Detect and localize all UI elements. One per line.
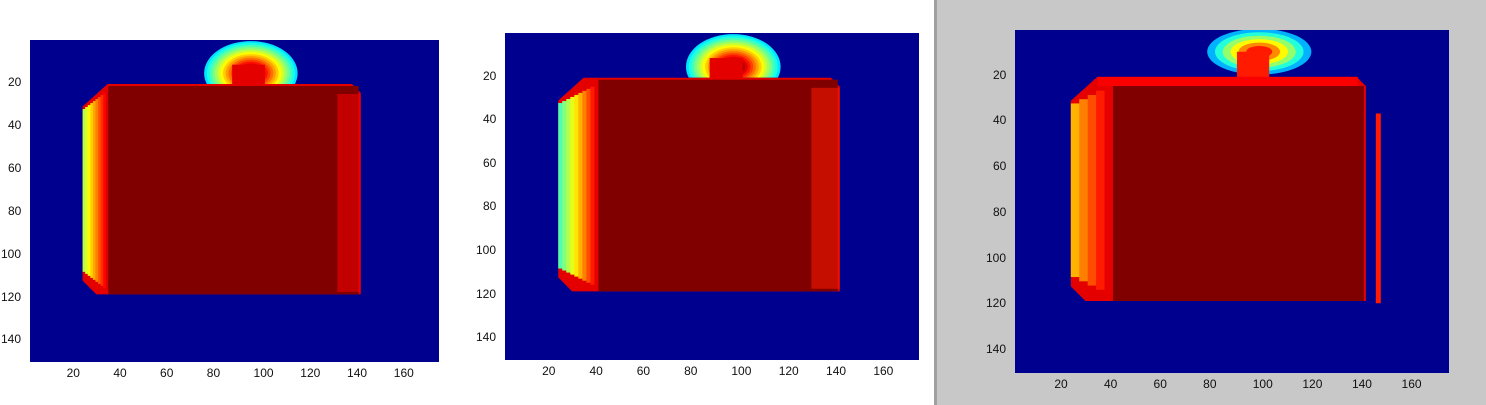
- x-tick-label: 120: [300, 366, 321, 380]
- left-edge-band: [82, 109, 86, 272]
- left-edge-band: [90, 103, 94, 278]
- left-edge-band: [85, 107, 89, 274]
- x-tick-label: 40: [1103, 377, 1118, 391]
- left-edge-band: [1096, 90, 1106, 290]
- x-tick-label: 20: [1054, 377, 1068, 391]
- y-tick-label: 100: [476, 242, 497, 257]
- x-tick-label: 60: [1153, 377, 1167, 391]
- y-tick-label: 60: [483, 155, 497, 170]
- y-tick-label: 40: [8, 117, 22, 132]
- x-tick-label: 140: [826, 364, 847, 378]
- y-tick-label: 60: [8, 160, 22, 175]
- left-edge-band: [566, 98, 571, 273]
- x-tick-label: 100: [731, 364, 752, 378]
- left-edge-band: [105, 91, 109, 290]
- left-edge-band: [582, 90, 587, 281]
- window-separator: [934, 0, 937, 405]
- left-edge-band: [1087, 94, 1097, 286]
- left-edge-band: [1070, 103, 1080, 278]
- x-tick-label: 20: [542, 364, 556, 378]
- y-tick-label: 100: [986, 250, 1007, 265]
- y-tick-label: 120: [986, 296, 1007, 311]
- left-edge-band: [100, 95, 104, 286]
- heatmap-canvas-3: [1015, 30, 1449, 373]
- right-edge-shade: [811, 87, 840, 289]
- left-edge-band: [1104, 86, 1114, 295]
- heatmap-canvas-2: [505, 33, 919, 360]
- y-tick-label: 60: [993, 159, 1007, 174]
- y-tick-label: 120: [476, 286, 497, 301]
- y-tick-label: 120: [1, 289, 22, 304]
- left-edge-band: [1079, 99, 1089, 282]
- y-tick-label: 80: [8, 203, 22, 218]
- figure-panel-2: 20 40 60 80 100 120 140 160 20 40 60 80 100 120 140: [468, 0, 934, 405]
- left-edge-band: [586, 88, 591, 283]
- body-core: [1112, 86, 1364, 301]
- x-tick-label: 140: [347, 366, 368, 380]
- cap-neck: [1236, 51, 1270, 78]
- left-edge-band: [103, 93, 107, 288]
- x-tick-label: 80: [206, 366, 221, 380]
- left-edge-band: [590, 86, 595, 285]
- left-edge-band: [87, 105, 91, 276]
- left-edge-band: [594, 84, 599, 287]
- y-tick-label: 140: [986, 341, 1007, 356]
- x-tick-label: 80: [1203, 377, 1217, 391]
- y-tick-label: 40: [993, 113, 1007, 128]
- figure-panel-3: 20 40 60 80 100 120 140 160 20 40 60 80 100 120 140: [937, 0, 1486, 405]
- right-edge-shade: [337, 94, 361, 292]
- body-core: [598, 79, 838, 292]
- x-tick-label: 120: [1302, 377, 1323, 391]
- y-tick-label: 20: [483, 68, 497, 83]
- right-stripe: [1375, 113, 1381, 304]
- x-tick-label: 160: [393, 366, 414, 380]
- left-edge-band: [558, 103, 563, 269]
- y-tick-label: 80: [483, 199, 497, 214]
- x-tick-label: 120: [778, 364, 799, 378]
- x-tick-label: 100: [1252, 377, 1273, 391]
- x-tick-label: 160: [1401, 377, 1422, 391]
- y-tick-label: 80: [993, 204, 1007, 219]
- x-tick-label: 60: [160, 366, 174, 380]
- left-edge-band: [562, 100, 567, 271]
- heatmap-plot-2: [505, 33, 919, 360]
- x-tick-label: 40: [589, 364, 603, 378]
- x-tick-label: 80: [684, 364, 698, 378]
- x-tick-label: 160: [873, 364, 894, 378]
- x-tick-label: 100: [253, 366, 274, 380]
- cap-neck: [232, 64, 265, 86]
- left-edge-band: [98, 97, 102, 284]
- body-core: [108, 86, 359, 295]
- heatmap-plot-1: [30, 40, 439, 362]
- figure-panel-1: 20 40 60 80 100 120 140 160 20 40 60 80 100 120 140: [0, 0, 468, 405]
- left-edge-band: [92, 101, 96, 280]
- y-tick-label: 140: [1, 332, 22, 347]
- x-tick-label: 20: [66, 366, 80, 380]
- y-tick-label: 100: [1, 246, 22, 261]
- left-edge-band: [574, 94, 579, 277]
- left-edge-band: [578, 92, 583, 279]
- x-tick-label: 60: [636, 364, 651, 378]
- y-tick-label: 20: [8, 74, 22, 89]
- x-tick-label: 40: [113, 366, 127, 380]
- y-tick-label: 140: [476, 330, 497, 345]
- x-tick-label: 140: [1351, 377, 1372, 391]
- heatmap-plot-3: [1015, 30, 1449, 373]
- left-edge-band: [570, 96, 575, 275]
- y-tick-label: 40: [483, 112, 497, 127]
- heatmap-canvas-1: [30, 40, 439, 362]
- cap-neck: [709, 58, 743, 79]
- y-tick-label: 20: [993, 67, 1007, 82]
- left-edge-band: [95, 99, 99, 282]
- top-edge-band: [1097, 76, 1358, 87]
